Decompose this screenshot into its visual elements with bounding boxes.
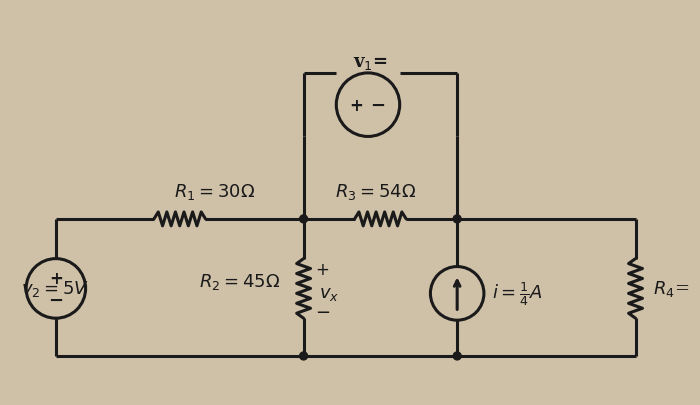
Text: −: − xyxy=(370,96,386,114)
Text: +: + xyxy=(349,96,363,114)
Text: $R_1 = 30\Omega$: $R_1 = 30\Omega$ xyxy=(174,181,255,202)
Text: $R_4$=: $R_4$= xyxy=(653,279,690,298)
Text: +: + xyxy=(316,260,330,278)
Text: −: − xyxy=(48,292,64,309)
Circle shape xyxy=(453,215,461,223)
Circle shape xyxy=(300,352,307,360)
Text: $v_x$: $v_x$ xyxy=(319,285,339,303)
Text: $R_2 = 45\Omega$: $R_2 = 45\Omega$ xyxy=(199,272,280,292)
Text: $v_2 = 5V$: $v_2 = 5V$ xyxy=(21,279,90,298)
Text: −: − xyxy=(316,303,330,322)
Circle shape xyxy=(300,215,307,223)
Text: v$_1$=: v$_1$= xyxy=(353,54,387,72)
Text: +: + xyxy=(49,270,63,288)
Text: $R_3 = 54\Omega$: $R_3 = 54\Omega$ xyxy=(335,181,416,202)
Circle shape xyxy=(453,352,461,360)
Text: $i = \frac{1}{4}A$: $i = \frac{1}{4}A$ xyxy=(492,280,542,307)
